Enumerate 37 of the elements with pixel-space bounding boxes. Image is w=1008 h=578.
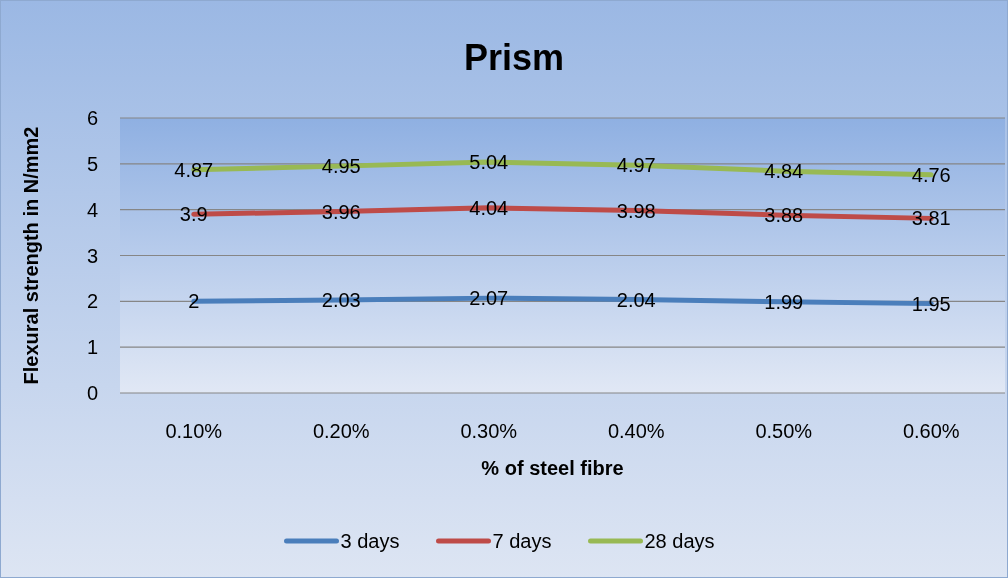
x-tick-label: 0.10% (165, 420, 223, 442)
x-axis-title: % of steel fibre (481, 457, 624, 479)
y-tick-label: 5 (86, 152, 98, 175)
y-tick-label: 2 (86, 290, 98, 313)
data-label: 1.95 (911, 292, 951, 315)
legend-label: 7 days (492, 530, 552, 552)
data-label: 2.04 (616, 288, 656, 311)
data-label: 4.87 (174, 158, 214, 181)
x-tick-label: 0.50% (755, 420, 813, 442)
data-label: 2.03 (321, 288, 361, 311)
data-label: 3.96 (321, 200, 361, 223)
x-tick-label: 0.30% (460, 420, 518, 442)
x-tick-label: 0.40% (607, 420, 665, 442)
y-tick-label: 0 (86, 382, 98, 404)
legend-label: 3 days (340, 530, 400, 552)
data-label: 4.97 (616, 154, 656, 177)
data-label: 2.07 (469, 287, 509, 310)
data-label: 3.81 (911, 207, 951, 230)
y-axis-title: Flexural strength in N/mm2 (20, 126, 42, 385)
data-label: 4.76 (911, 163, 951, 186)
data-label: 4.04 (469, 196, 509, 219)
y-tick-label: 6 (86, 107, 98, 129)
legend-label: 28 days (644, 530, 715, 552)
data-label: 3.9 (179, 203, 208, 226)
data-label: 2 (188, 290, 200, 313)
x-tick-label: 0.20% (312, 420, 370, 442)
data-label: 4.84 (764, 160, 804, 183)
chart-title: Prism (463, 37, 565, 78)
data-label: 3.88 (764, 204, 804, 227)
x-tick-label: 0.60% (902, 420, 960, 442)
y-tick-label: 3 (86, 244, 98, 267)
data-label: 3.98 (616, 199, 656, 222)
y-tick-label: 4 (86, 198, 98, 221)
data-label: 1.99 (764, 290, 804, 313)
y-tick-label: 1 (86, 336, 98, 359)
data-label: 4.95 (321, 155, 361, 178)
data-label: 5.04 (469, 151, 509, 173)
